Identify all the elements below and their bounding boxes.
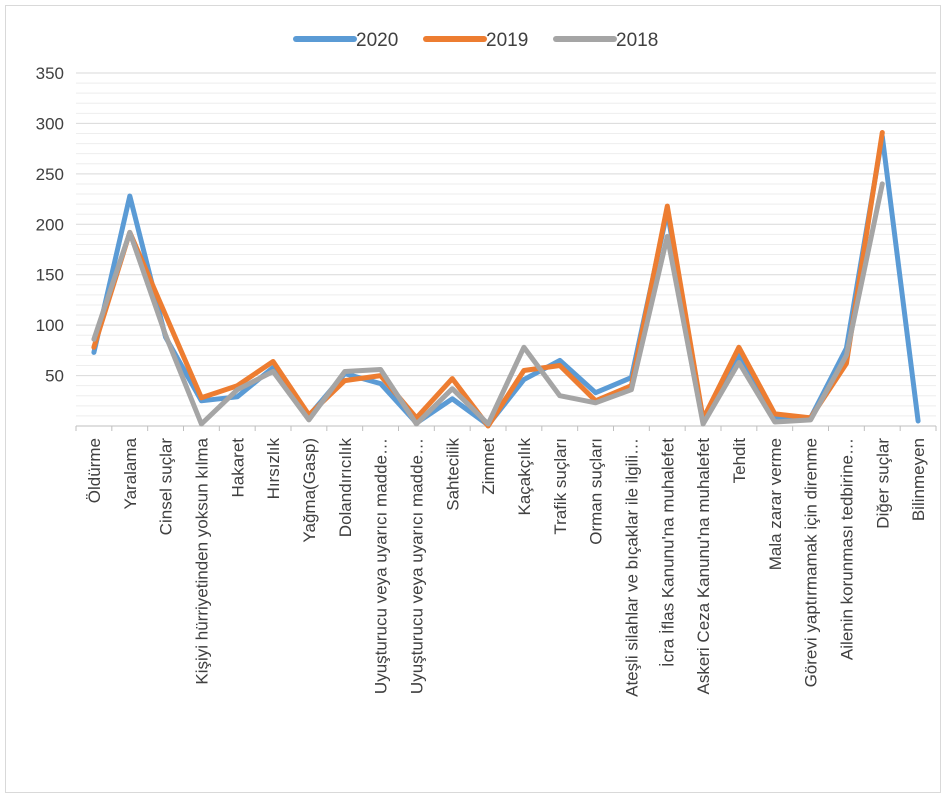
chart-frame: 50 100 150 200 250 300 350 Öldürme Yaralama Cins…: [5, 5, 941, 793]
legend-label-2018: 2018: [616, 30, 658, 51]
x-tick-label: Bilinmeyen: [909, 438, 928, 521]
series-line-2019: [91, 130, 885, 429]
x-axis: [75, 425, 937, 431]
legend: 2020 2019 2018: [293, 30, 658, 51]
x-tick-label: Uyuşturucu veya uyarıcı madde…: [372, 438, 391, 694]
x-tick-label: İcra İflas Kanunu'na muhalefet: [658, 438, 677, 667]
x-tick-label: Sahtecilik: [443, 438, 462, 511]
x-tick-label: Yaralama: [121, 437, 140, 509]
x-tick-label: Öldürme: [85, 438, 104, 503]
x-tick-label: Uyuşturucu veya uyarıcı madde…: [407, 438, 426, 694]
x-tick-label: Ailenin korunması tedbirine…: [837, 438, 856, 660]
series-lines: [91, 130, 921, 429]
x-tick-label: Mala zarar verme: [766, 438, 785, 570]
y-tick-label: 300: [36, 114, 64, 133]
x-tick-label: Görevi yaptırmamak için direnme: [802, 438, 821, 687]
x-tick-label: Kişiyi hürriyetinden yoksun kılma: [192, 437, 211, 684]
series-line-2018: [91, 181, 885, 427]
x-tick-label: Askeri Ceza Kanunu'na muhalefet: [694, 438, 713, 695]
x-tick-label: Orman suçları: [587, 438, 606, 545]
x-tick-label: Cinsel suçlar: [157, 438, 176, 536]
y-tick-label: 50: [45, 367, 64, 386]
x-tick-label: Diğer suçlar: [873, 438, 892, 529]
x-tick-label: Kaçakçılık: [515, 438, 534, 516]
y-axis-tick-labels: 50 100 150 200 250 300 350: [36, 64, 64, 386]
legend-label-2020: 2020: [356, 30, 398, 51]
x-tick-label: Hakaret: [228, 438, 247, 498]
y-tick-label: 150: [36, 266, 64, 285]
y-tick-label: 350: [36, 64, 64, 83]
x-tick-label: Yağma(Gasp): [300, 438, 319, 543]
x-tick-label: Ateşli silahlar ve bıçaklar ile ilgili…: [622, 438, 641, 697]
y-tick-label: 200: [36, 215, 64, 234]
x-tick-label: Trafik suçları: [551, 438, 570, 535]
x-tick-label: Hırsızlık: [264, 438, 283, 500]
x-tick-label: Tehdit: [730, 438, 749, 484]
legend-label-2019: 2019: [486, 30, 528, 51]
y-tick-label: 250: [36, 165, 64, 184]
x-tick-label: Zimmet: [479, 438, 498, 495]
x-tick-label: Dolandırıcılık: [336, 438, 355, 538]
line-chart: 50 100 150 200 250 300 350 Öldürme Yaralama Cins…: [36, 30, 937, 697]
grid-lines: [76, 72, 936, 417]
x-axis-tick-labels: Öldürme Yaralama Cinsel suçlar Kişiyi hürri…: [85, 437, 928, 696]
y-tick-label: 100: [36, 316, 64, 335]
